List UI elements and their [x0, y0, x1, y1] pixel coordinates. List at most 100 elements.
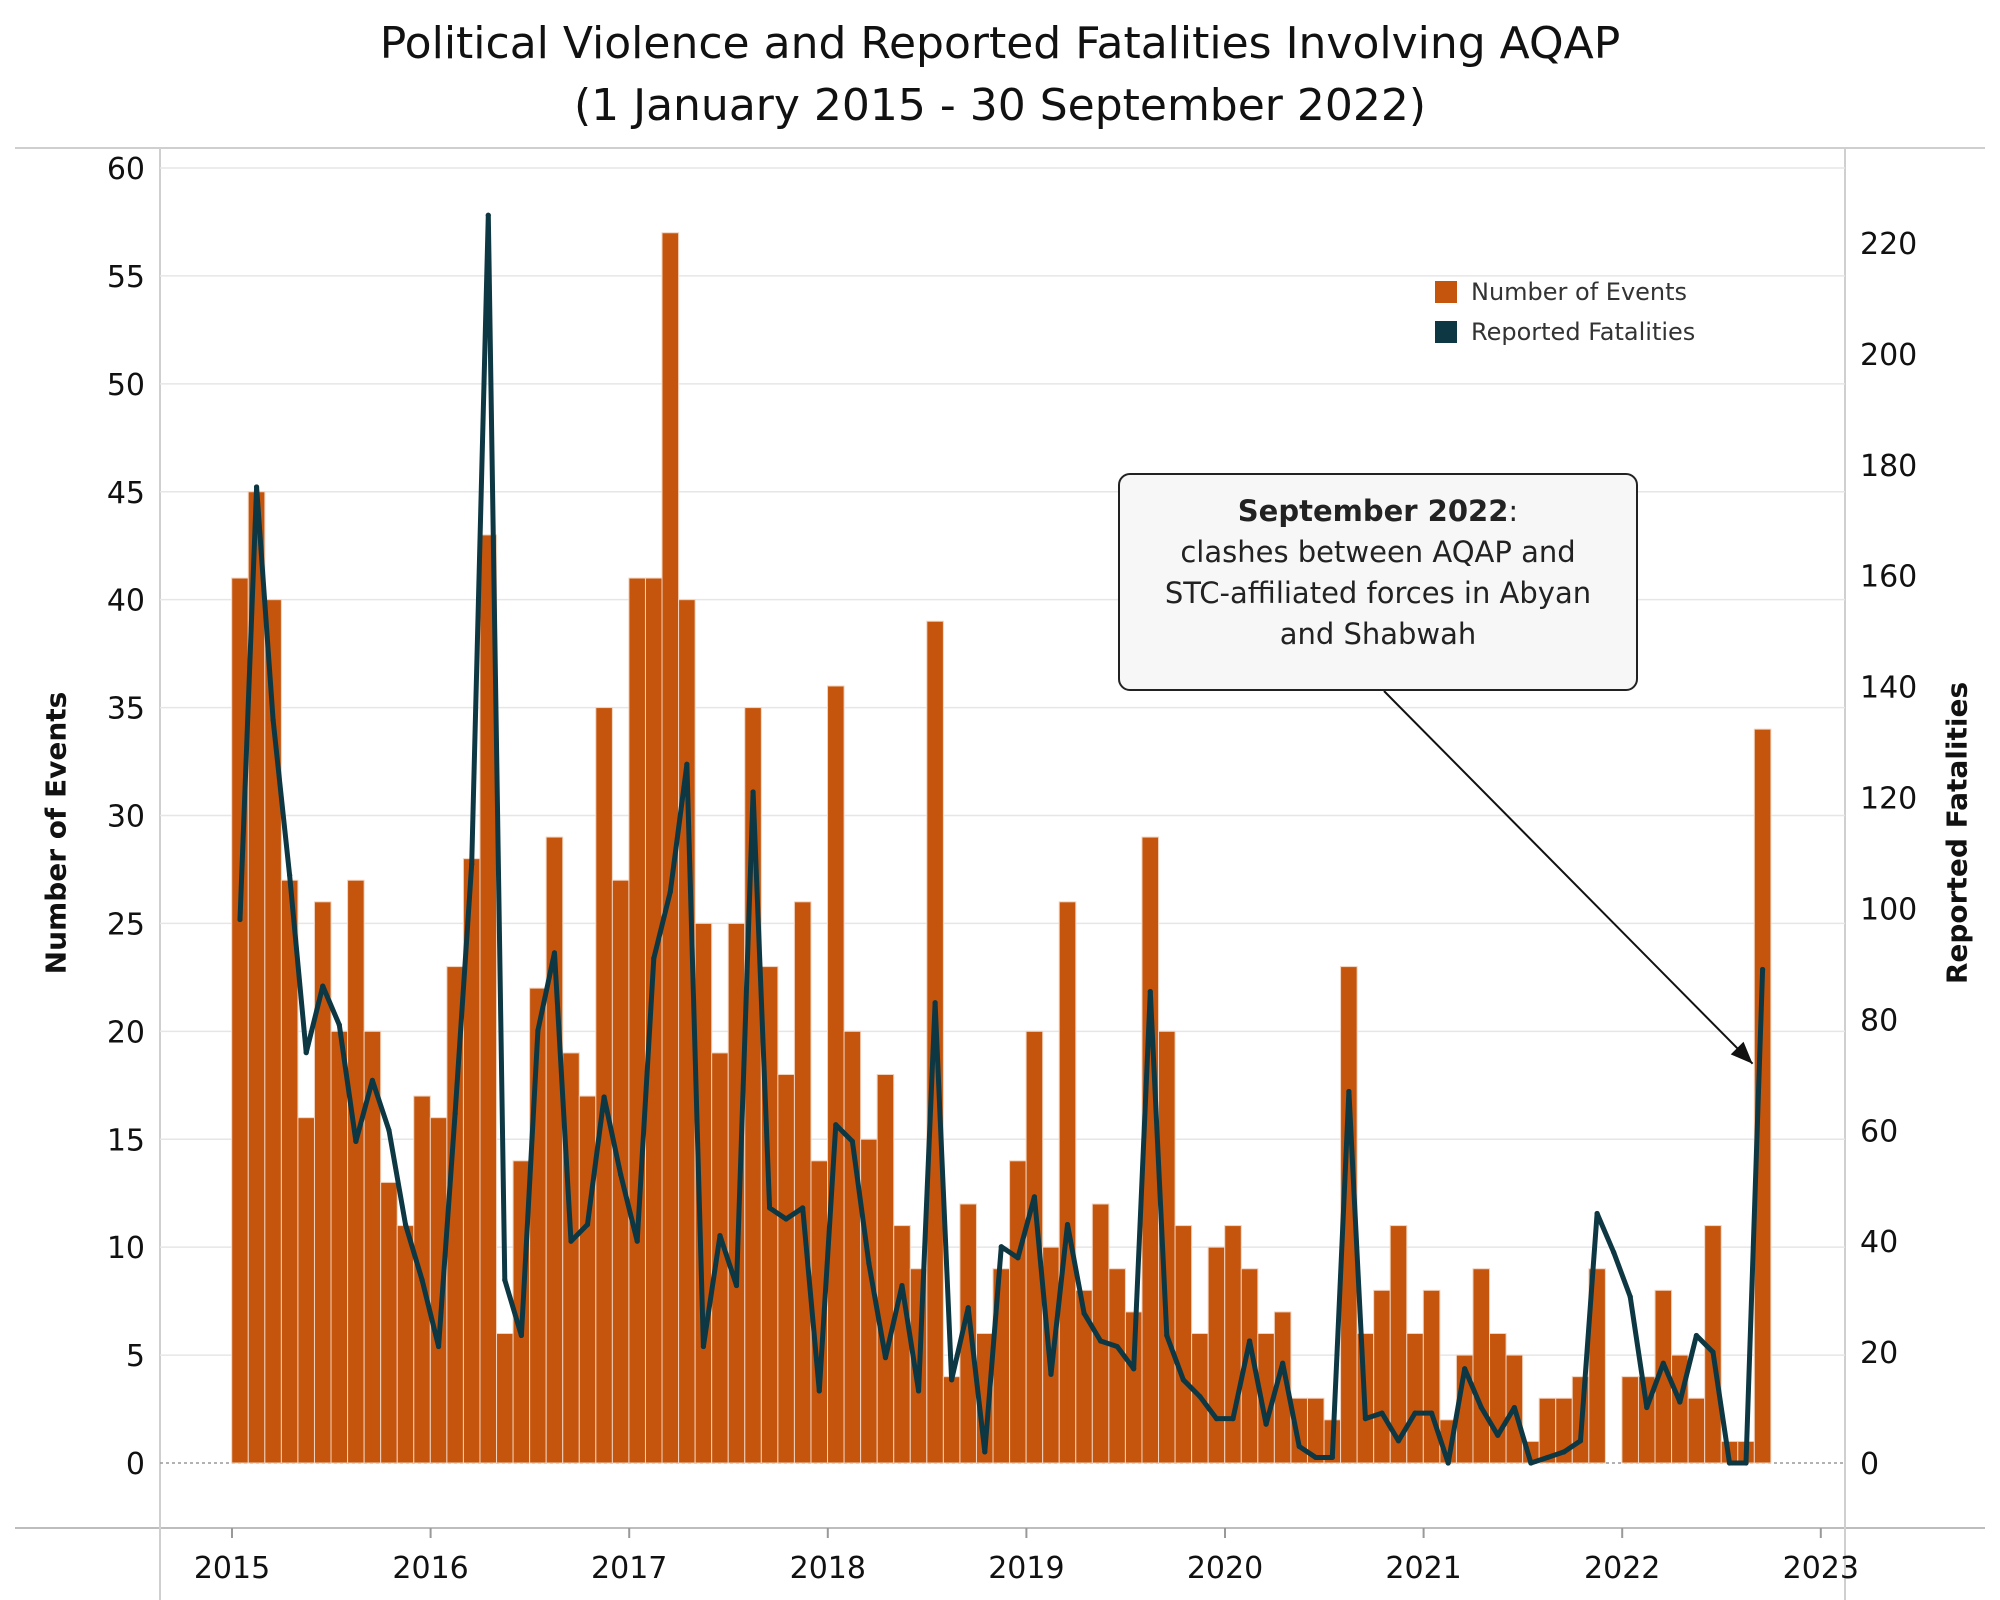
y-tick-label-left: 40	[107, 584, 145, 619]
line-point	[584, 1221, 591, 1228]
bar[interactable]	[793, 901, 812, 1464]
line-point	[1048, 1371, 1054, 1377]
y-tick-label-left: 10	[107, 1231, 145, 1266]
y-tick-label-right: 0	[1860, 1447, 1879, 1482]
line-point	[1313, 1454, 1319, 1461]
bar[interactable]	[479, 534, 498, 1464]
bar[interactable]	[578, 1095, 597, 1464]
line-point	[287, 872, 293, 878]
bar[interactable]	[1224, 1225, 1242, 1464]
x-tick-label: 2023	[1783, 1551, 1859, 1586]
bar[interactable]	[1207, 1246, 1226, 1464]
chart-subtitle: (1 January 2015 - 30 September 2022)	[573, 80, 1427, 131]
bar[interactable]	[280, 879, 299, 1464]
bar[interactable]	[1174, 1225, 1193, 1464]
bar[interactable]	[380, 1181, 398, 1464]
bar[interactable]	[347, 879, 365, 1464]
y-tick-label-left: 25	[107, 907, 145, 942]
bar[interactable]	[1373, 1289, 1391, 1464]
line-point	[618, 1172, 624, 1178]
line-point	[1726, 1460, 1733, 1466]
line-point	[1114, 1343, 1120, 1350]
x-tick-label: 2018	[790, 1551, 866, 1586]
legend-label-events: Number of Events	[1471, 278, 1688, 306]
line-point	[336, 1022, 342, 1028]
bar[interactable]	[893, 1225, 911, 1464]
annotation-heading: September 2022:	[1120, 491, 1636, 532]
bar[interactable]	[1472, 1268, 1491, 1464]
line-point	[1544, 1454, 1551, 1461]
bar[interactable]	[1108, 1268, 1126, 1464]
bar[interactable]	[1621, 1376, 1639, 1464]
line-point	[1693, 1332, 1699, 1339]
annotation-arrow-head	[1730, 1041, 1753, 1064]
line-point	[1660, 1360, 1666, 1366]
legend-item-events[interactable]: Number of Events	[1435, 272, 1695, 312]
line-point	[303, 1050, 309, 1056]
line-point	[733, 1282, 740, 1289]
bar[interactable]	[827, 685, 845, 1464]
line-point	[965, 1305, 971, 1311]
line-point	[1230, 1416, 1236, 1422]
legend-swatch-events	[1435, 281, 1457, 303]
line-point	[1611, 1249, 1617, 1255]
y-tick-label-left: 50	[107, 368, 145, 403]
bar[interactable]	[1058, 901, 1077, 1464]
bar[interactable]	[330, 1030, 349, 1464]
bar[interactable]	[396, 1225, 415, 1464]
line-point	[684, 761, 690, 767]
line-point	[800, 1205, 806, 1211]
line-point	[1445, 1460, 1451, 1466]
line-point	[1081, 1310, 1087, 1316]
bar[interactable]	[777, 1074, 795, 1464]
line-point	[568, 1238, 574, 1244]
line-point	[1213, 1416, 1220, 1422]
chart-title: Political Violence and Reported Fataliti…	[379, 18, 1621, 69]
line-point	[1296, 1443, 1302, 1449]
line-point	[1246, 1338, 1253, 1344]
line-point	[1031, 1194, 1037, 1200]
line-point	[1395, 1438, 1402, 1444]
line-point	[1594, 1210, 1600, 1217]
line-point	[915, 1388, 922, 1394]
bar[interactable]	[297, 1117, 315, 1464]
line-point	[452, 1111, 458, 1117]
line-point	[469, 861, 475, 867]
bar[interactable]	[1009, 1160, 1027, 1464]
x-tick-label: 2019	[988, 1551, 1064, 1586]
bar[interactable]	[628, 577, 646, 1464]
line-point	[1561, 1449, 1567, 1455]
line-point	[1462, 1366, 1468, 1372]
bar[interactable]	[1753, 728, 1772, 1464]
line-point	[998, 1244, 1004, 1250]
bar[interactable]	[1687, 1397, 1706, 1464]
legend-item-fatalities[interactable]: Reported Fatalities	[1435, 312, 1695, 352]
bar[interactable]	[595, 707, 613, 1464]
line-point	[783, 1216, 789, 1222]
bar[interactable]	[496, 1333, 514, 1464]
line-point	[270, 717, 276, 723]
y-tick-label-left: 45	[107, 476, 145, 511]
bar[interactable]	[876, 1074, 895, 1464]
bar[interactable]	[1489, 1333, 1507, 1464]
bar[interactable]	[1406, 1333, 1424, 1464]
annotation-line-3: and Shabwah	[1279, 617, 1477, 651]
line-point	[1644, 1404, 1650, 1411]
bar[interactable]	[545, 836, 564, 1464]
bar[interactable]	[727, 922, 746, 1464]
line-point	[485, 212, 491, 218]
line-point	[1677, 1399, 1683, 1405]
line-point	[320, 983, 326, 989]
bar[interactable]	[1588, 1268, 1606, 1464]
line-point	[1495, 1432, 1501, 1438]
bar[interactable]	[843, 1030, 862, 1464]
y-tick-label-right: 200	[1860, 338, 1917, 373]
line-point	[601, 1094, 607, 1100]
line-point	[667, 889, 673, 895]
line-point	[1346, 1088, 1352, 1095]
line-point	[1379, 1410, 1385, 1416]
bar[interactable]	[942, 1376, 961, 1464]
x-tick-label: 2022	[1584, 1551, 1660, 1586]
y-tick-label-right: 20	[1860, 1336, 1898, 1371]
